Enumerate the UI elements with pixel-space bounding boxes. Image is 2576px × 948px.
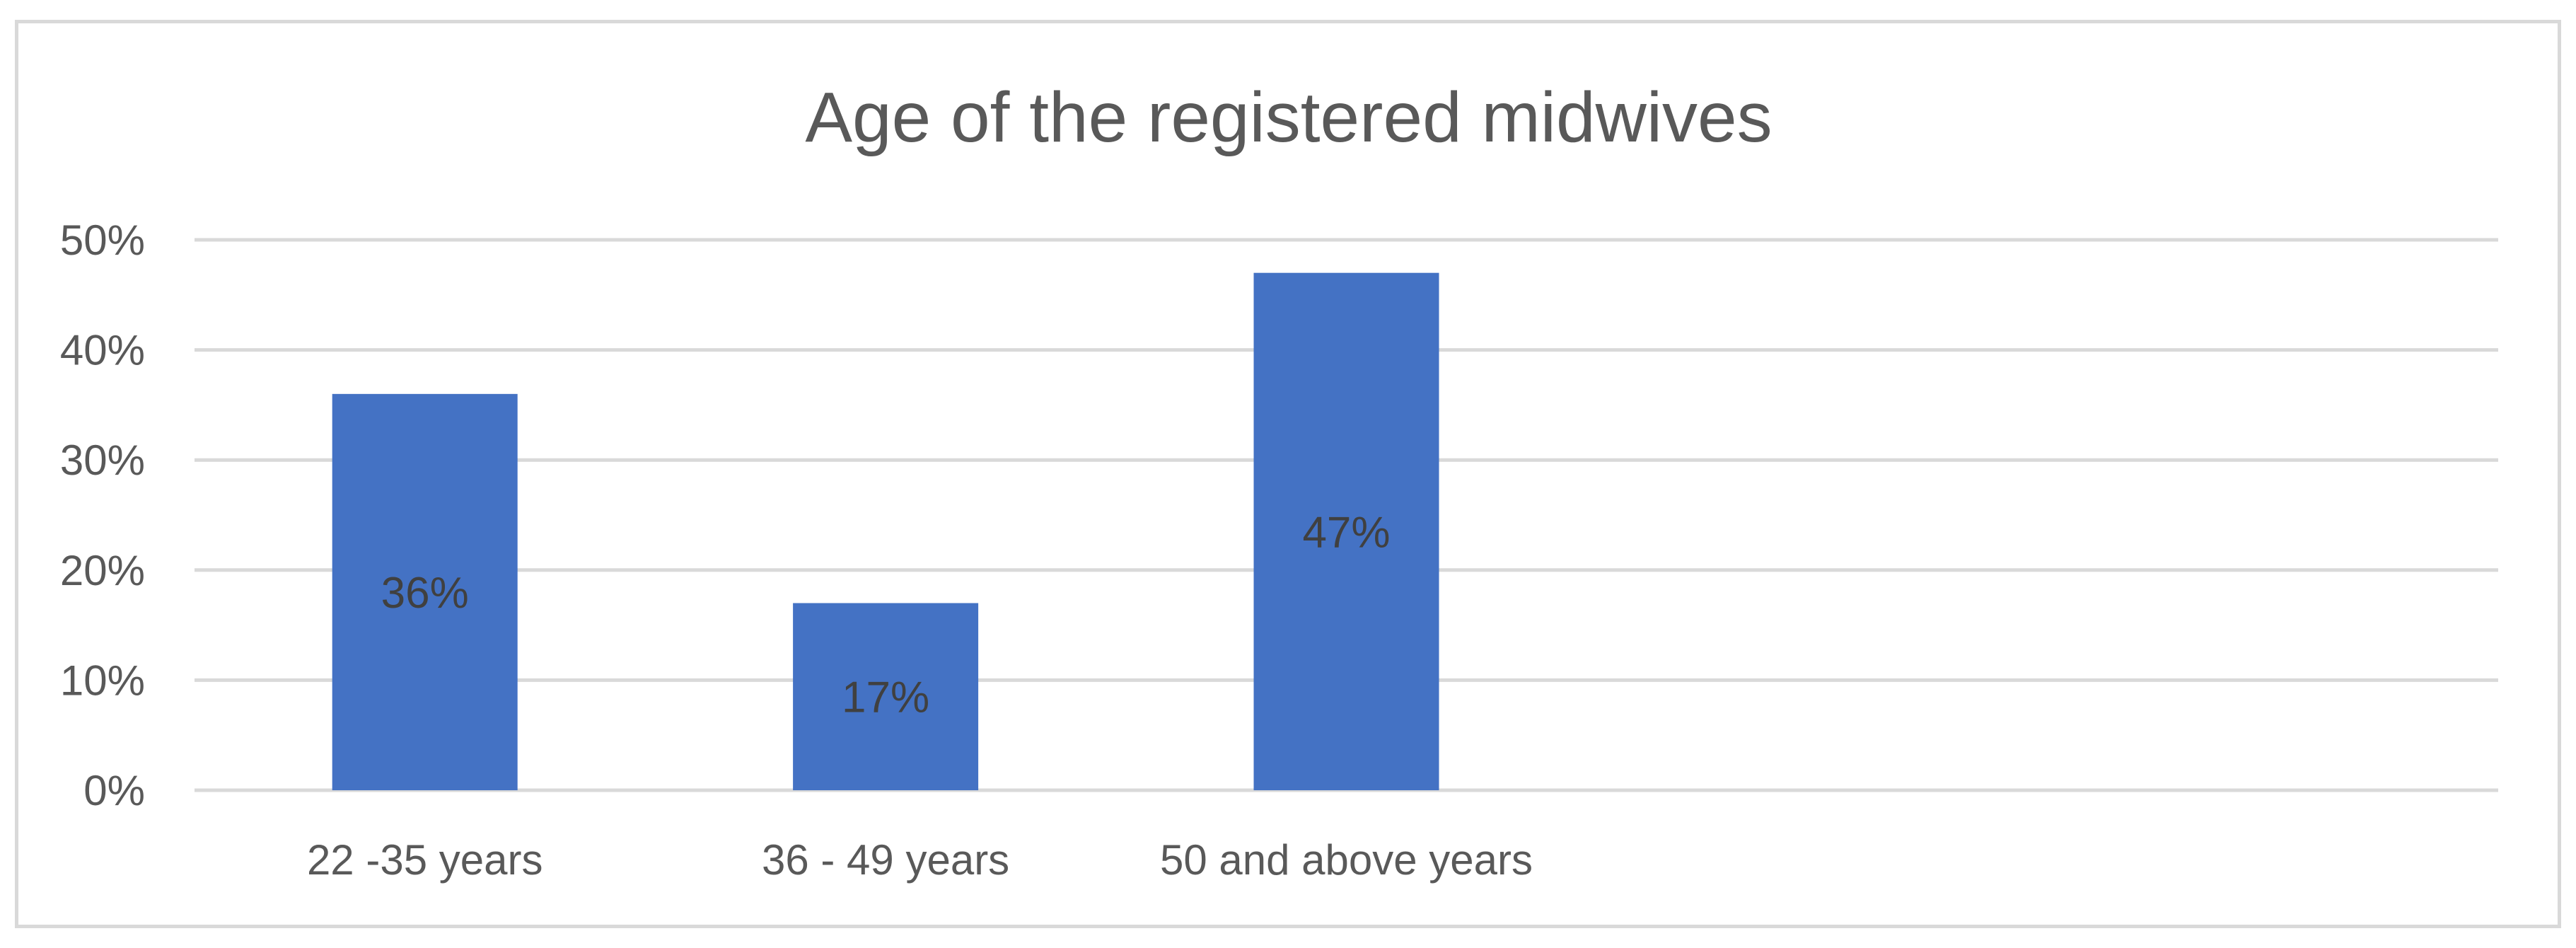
bar — [793, 603, 979, 790]
chart-title: Age of the registered midwives — [805, 78, 1772, 157]
y-tick-label: 30% — [60, 437, 145, 484]
y-tick-label: 10% — [60, 657, 145, 704]
data-label: 47% — [1302, 508, 1390, 557]
data-label: 17% — [842, 674, 929, 722]
y-tick-label: 50% — [60, 216, 145, 264]
bar — [332, 393, 518, 790]
y-tick-label: 20% — [60, 547, 145, 594]
y-axis-ticks: 0% 10% 20% 30% 40% 50% — [60, 216, 145, 814]
bar — [1253, 272, 1439, 790]
data-label: 36% — [381, 569, 469, 618]
y-tick-label: 0% — [83, 767, 145, 814]
bars — [332, 272, 1439, 790]
y-tick-label: 40% — [60, 327, 145, 374]
x-axis-categories: 22 -35 years 36 - 49 years 50 and above ye… — [307, 836, 1533, 884]
x-category-label: 36 - 49 years — [762, 836, 1009, 884]
x-category-label: 22 -35 years — [307, 836, 543, 884]
data-labels: 36% 17% 47% — [381, 508, 1391, 722]
x-category-label: 50 and above years — [1160, 836, 1533, 884]
